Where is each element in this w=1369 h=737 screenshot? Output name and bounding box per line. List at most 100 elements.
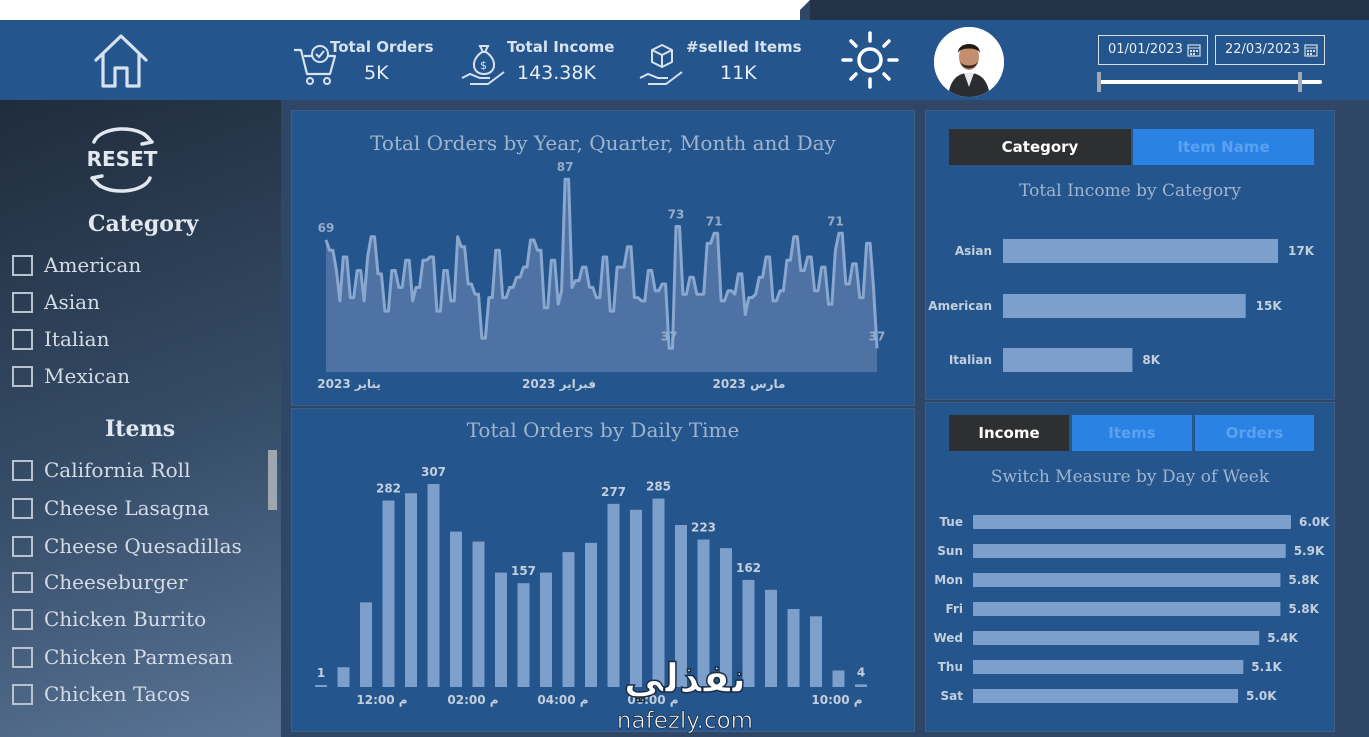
bar — [832, 670, 845, 687]
bar — [382, 500, 395, 687]
data-label: 5.8K — [1288, 602, 1319, 616]
checkbox[interactable] — [12, 497, 33, 519]
date-range-slider[interactable] — [1097, 80, 1322, 84]
header-bar: Total Orders 5K $ Total Income 143.38K #… — [0, 20, 1369, 100]
bar — [697, 539, 710, 687]
item-checkbox[interactable]: Chicken Tacos — [12, 680, 190, 708]
checkbox[interactable] — [12, 254, 33, 276]
kpi-selled-items: #selled Items 11K — [638, 34, 808, 94]
checkbox-label: Mexican — [44, 364, 130, 388]
category-bar-chart[interactable]: Asian 17K American 15K Italian 8K — [926, 111, 1334, 399]
checkbox-label: Cheese Lasagna — [44, 496, 210, 520]
slider-handle-end[interactable] — [1297, 72, 1302, 92]
data-label: 5.9K — [1294, 544, 1325, 558]
data-label: 282 — [376, 482, 401, 496]
checkbox[interactable] — [12, 328, 33, 350]
reset-label[interactable]: RESET — [87, 147, 158, 171]
item-checkbox[interactable]: Chicken Parmesan — [12, 643, 233, 671]
sun-icon[interactable] — [840, 30, 900, 90]
bar — [652, 498, 665, 687]
bar — [973, 515, 1291, 529]
x-tick-label: 04:00 م — [537, 693, 588, 708]
tab-category[interactable]: Category — [949, 129, 1131, 165]
day-label: Fri — [946, 602, 963, 616]
filter-sidebar: RESET Category American Asian Italian Mexic… — [0, 100, 281, 737]
bar — [855, 684, 867, 687]
day-label: Tue — [939, 515, 963, 529]
checkbox[interactable] — [12, 608, 33, 630]
tab-income[interactable]: Income — [949, 415, 1069, 451]
home-icon[interactable] — [90, 30, 152, 92]
daily-time-panel: Total Orders by Daily Time 1 282 307 157 277… — [291, 408, 915, 732]
items-filter-title: Items — [105, 416, 176, 442]
checkbox-label: American — [44, 253, 142, 277]
category-checkbox-asian[interactable]: Asian — [12, 288, 100, 316]
bar — [540, 572, 552, 687]
date-start-value: 01/01/2023 — [1108, 42, 1183, 57]
tab-orders[interactable]: Orders — [1195, 415, 1314, 451]
category-label: American — [928, 299, 992, 313]
checkbox[interactable] — [12, 535, 33, 557]
day-label: Sat — [941, 689, 964, 703]
x-tick-label: يناير 2023 — [317, 377, 380, 391]
tab-item-name[interactable]: Item Name — [1133, 129, 1314, 165]
money-bag-hand-icon: $ — [461, 45, 505, 85]
items-scrollbar[interactable] — [268, 450, 277, 510]
data-label: 71 — [827, 214, 844, 228]
slider-handle-start[interactable] — [1097, 72, 1101, 92]
reset-icon[interactable]: RESET — [82, 120, 162, 200]
checkbox[interactable] — [12, 459, 33, 481]
data-label: 17K — [1288, 244, 1315, 258]
bar — [810, 616, 822, 687]
tab-items[interactable]: Items — [1072, 415, 1192, 451]
bar — [973, 689, 1238, 703]
bar — [360, 602, 372, 687]
date-end-field[interactable]: 22/03/2023 — [1215, 35, 1325, 65]
bar — [585, 542, 597, 687]
data-label: 157 — [511, 564, 536, 578]
item-checkbox[interactable]: California Roll — [12, 456, 190, 484]
watermark-arabic: نفذلي — [624, 656, 746, 702]
checkbox[interactable] — [12, 571, 33, 593]
item-checkbox[interactable]: Cheese Quesadillas — [12, 532, 242, 560]
calendar-icon[interactable] — [1304, 43, 1318, 57]
bar — [315, 685, 327, 687]
avatar[interactable] — [934, 27, 1004, 97]
orders-timeline-panel: Total Orders by Year, Quarter, Month and… — [291, 110, 915, 406]
x-tick-label: فبراير 2023 — [522, 377, 596, 391]
category-checkbox-american[interactable]: American — [12, 251, 141, 279]
item-checkbox[interactable]: Cheeseburger — [12, 568, 187, 596]
category-income-panel: Category Item Name Total Income by Categ… — [925, 110, 1335, 400]
checkbox-label: Cheeseburger — [44, 570, 188, 594]
category-checkbox-mexican[interactable]: Mexican — [12, 362, 130, 390]
nafezly-watermark: نفذلي nafezly.com — [617, 655, 754, 734]
date-start-field[interactable]: 01/01/2023 — [1098, 35, 1208, 65]
week-bar-chart[interactable]: Tue 6.0K Sun 5.9K Mon 5.8K Fri 5.8K Wed 5.4K Thu 5.… — [926, 403, 1334, 731]
data-label: 285 — [646, 480, 671, 494]
daily-bar-chart[interactable]: 1 282 307 157 277 285 223 162 4 12:00 م 02:00 م 04:… — [292, 409, 914, 731]
x-tick-label: مارس 2023 — [713, 377, 786, 391]
checkbox[interactable] — [12, 683, 33, 705]
x-tick-label: 10:00 م — [811, 693, 862, 708]
svg-text:$: $ — [480, 59, 487, 72]
data-label: 69 — [318, 221, 335, 235]
series-line — [324, 177, 879, 350]
calendar-icon[interactable] — [1187, 43, 1201, 57]
bar — [630, 509, 642, 687]
data-label: 307 — [421, 465, 446, 479]
item-checkbox[interactable]: Cheese Lasagna — [12, 494, 209, 522]
checkbox[interactable] — [12, 291, 33, 313]
checkbox[interactable] — [12, 646, 33, 668]
date-end-value: 22/03/2023 — [1225, 42, 1300, 57]
checkbox[interactable] — [12, 365, 33, 387]
bar — [720, 548, 732, 687]
day-label: Thu — [938, 660, 963, 674]
bar — [675, 524, 687, 687]
category-checkbox-italian[interactable]: Italian — [12, 325, 109, 353]
data-label: 5.8K — [1288, 573, 1319, 587]
orders-area-chart[interactable]: 69 87 73 71 37 71 37 يناير 2023 فبراير 2023 مارس … — [292, 111, 914, 405]
bar — [472, 541, 485, 687]
bar — [1003, 348, 1133, 372]
item-checkbox[interactable]: Chicken Burrito — [12, 605, 206, 633]
top-strip-dark — [810, 0, 1369, 20]
